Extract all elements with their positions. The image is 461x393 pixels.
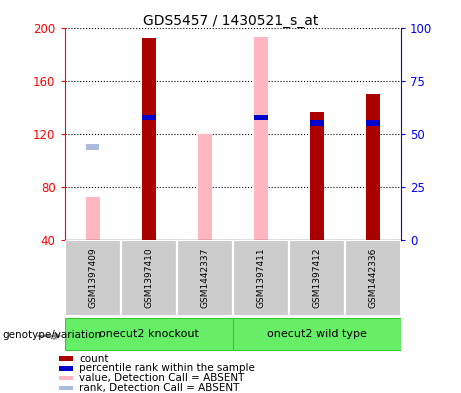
Text: GSM1442336: GSM1442336 <box>368 248 378 308</box>
Text: value, Detection Call = ABSENT: value, Detection Call = ABSENT <box>79 373 244 383</box>
Bar <box>142 115 156 120</box>
Bar <box>86 197 100 240</box>
Text: count: count <box>79 354 109 364</box>
Text: onecut2 knockout: onecut2 knockout <box>99 329 199 339</box>
Text: GSM1397412: GSM1397412 <box>313 248 321 308</box>
Bar <box>65 241 120 316</box>
Bar <box>289 241 345 316</box>
Text: percentile rank within the sample: percentile rank within the sample <box>79 364 255 373</box>
Bar <box>366 94 380 240</box>
Text: rank, Detection Call = ABSENT: rank, Detection Call = ABSENT <box>79 383 239 393</box>
Bar <box>59 366 73 371</box>
Bar <box>198 134 212 240</box>
Text: GSM1442337: GSM1442337 <box>200 248 209 308</box>
Text: onecut2 wild type: onecut2 wild type <box>267 329 367 339</box>
Bar <box>65 318 233 350</box>
Bar <box>59 356 73 361</box>
Text: GSM1397409: GSM1397409 <box>88 248 97 309</box>
Bar <box>59 386 73 390</box>
Bar <box>59 376 73 380</box>
Text: GSM1397410: GSM1397410 <box>144 248 153 309</box>
Bar <box>86 144 99 149</box>
Bar <box>121 241 177 316</box>
Bar <box>254 37 268 240</box>
Bar <box>366 120 380 126</box>
Bar <box>345 241 401 316</box>
Bar <box>254 115 268 120</box>
Text: genotype/variation: genotype/variation <box>2 330 101 340</box>
Bar <box>142 38 156 240</box>
Bar <box>233 318 401 350</box>
Bar <box>177 241 233 316</box>
Bar <box>233 241 289 316</box>
Bar <box>310 112 324 240</box>
Bar <box>310 120 324 126</box>
Text: GDS5457 / 1430521_s_at: GDS5457 / 1430521_s_at <box>143 14 318 28</box>
Text: GSM1397411: GSM1397411 <box>256 248 266 309</box>
